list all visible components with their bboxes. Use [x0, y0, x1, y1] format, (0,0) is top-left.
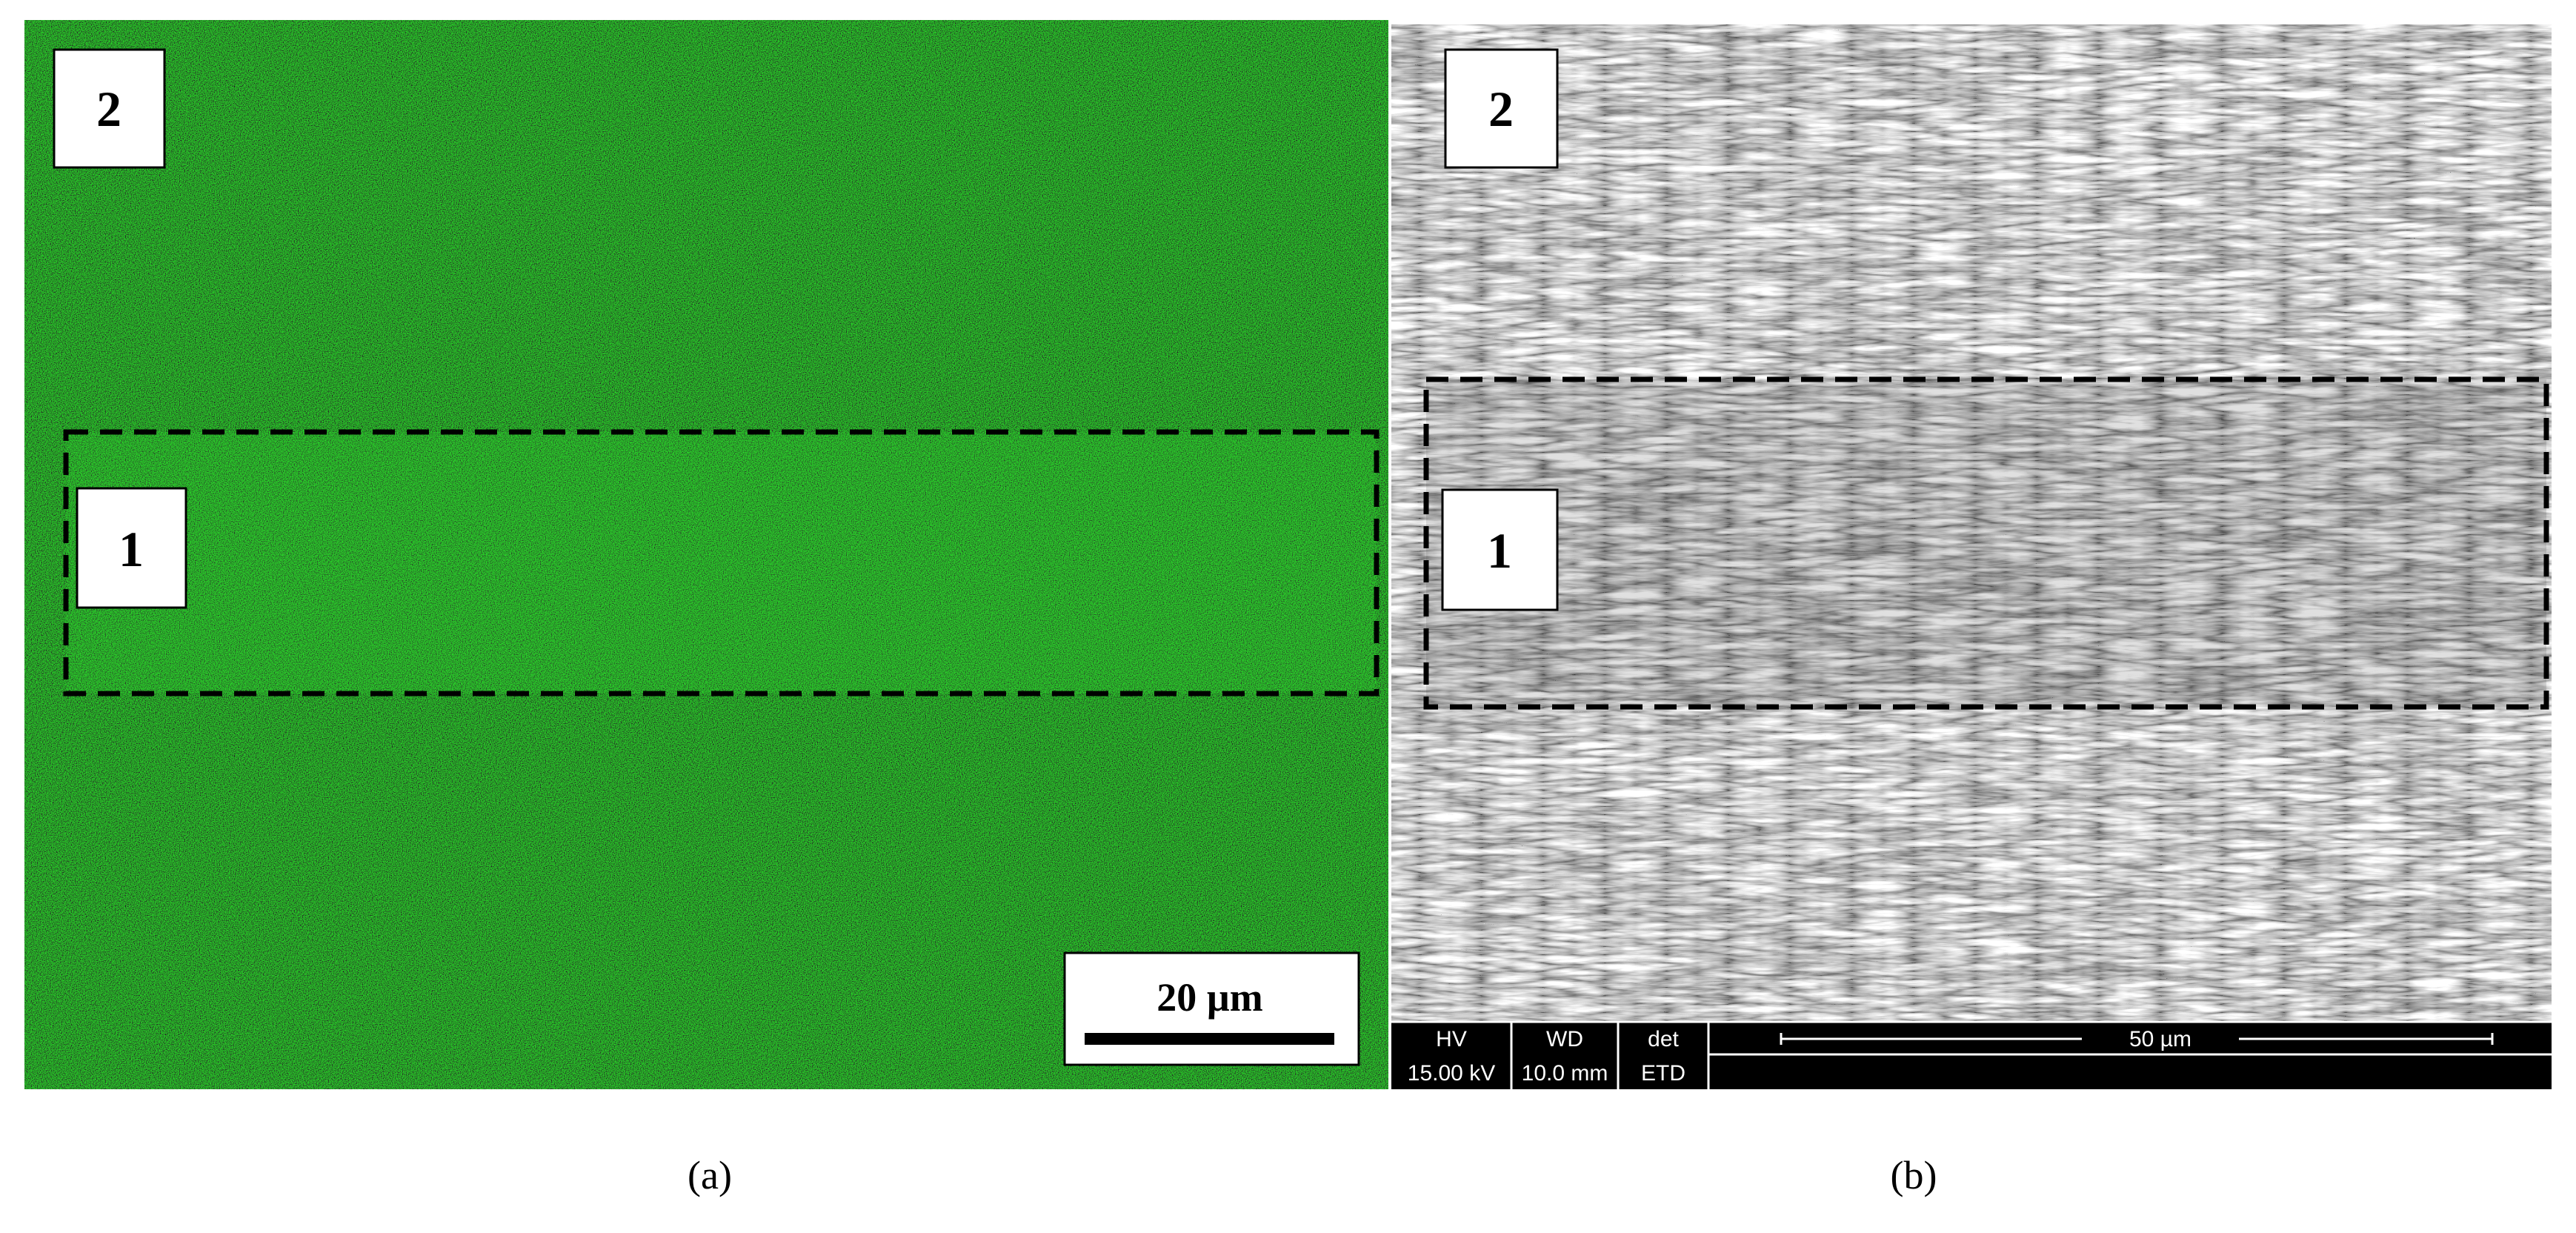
region-label: 2 [96, 81, 122, 137]
region-box [53, 48, 166, 169]
region-label: 2 [1488, 81, 1514, 137]
det-value: ETD [1641, 1061, 1685, 1086]
wd-label: WD [1546, 1027, 1583, 1051]
region-label: 1 [119, 521, 144, 577]
panel-label: (a) [688, 1153, 732, 1197]
panel-a-band [66, 432, 1377, 694]
sem-scale-bar [1780, 1033, 2494, 1045]
scale-bar-box [1063, 951, 1360, 1066]
scale-bar-label: 20 µm [1156, 975, 1263, 1020]
scale-bar [1085, 1033, 1334, 1045]
region-box [1441, 488, 1559, 611]
region-box [76, 487, 187, 609]
hv-value: 15.00 kV [1408, 1061, 1495, 1086]
panel-b-micrograph [1391, 24, 2552, 1022]
region-box [1444, 48, 1559, 169]
region-label: 1 [1487, 522, 1512, 579]
scale-label: 50 µm [2129, 1027, 2191, 1051]
wd-value: 10.0 mm [1522, 1061, 1608, 1086]
hv-label: HV [1436, 1027, 1467, 1051]
panel-b-region-outline [1423, 376, 2549, 710]
info-bar-texts: HV 15.00 kV WD 10.0 mm det ETD 50 µm [1408, 1027, 2191, 1086]
panel-a-region-outline [63, 429, 1379, 697]
panel-b-band [1426, 379, 2546, 707]
det-label: det [1648, 1027, 1679, 1051]
panel-a-micrograph [24, 20, 1388, 1089]
info-bar-dividers [1391, 1020, 2552, 1089]
panel-label: (b) [1891, 1153, 1937, 1197]
